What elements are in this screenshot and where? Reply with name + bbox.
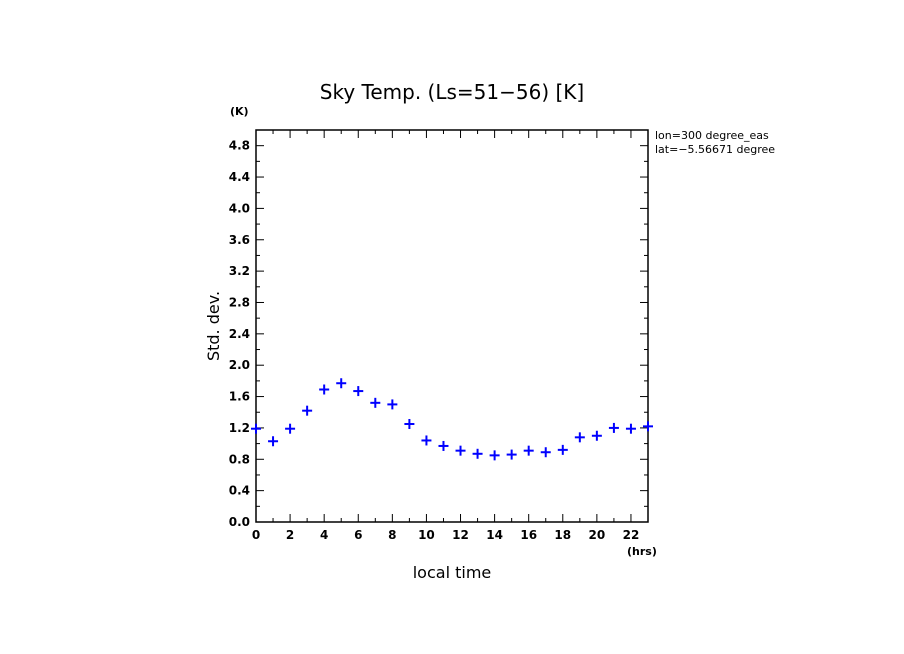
- x-tick-label: 20: [589, 528, 606, 542]
- data-point: [574, 432, 585, 443]
- data-point: [370, 397, 381, 408]
- data-point: [387, 399, 398, 410]
- data-point: [625, 423, 636, 434]
- y-tick-label: 0.0: [229, 515, 250, 529]
- y-tick-label: 1.6: [229, 390, 250, 404]
- data-point: [591, 430, 602, 441]
- data-point: [285, 423, 296, 434]
- y-tick-label: 1.2: [229, 421, 250, 435]
- data-point: [643, 421, 653, 432]
- x-axis: 0 2 4 6 8 10 12 14 16 18 20 22: [252, 130, 649, 542]
- annotation-lat: lat=−5.56671 degree: [655, 143, 775, 156]
- x-tick-label: 4: [320, 528, 328, 542]
- y-tick-label: 4.4: [229, 170, 250, 184]
- data-point: [251, 423, 261, 434]
- y-tick-label: 0.8: [229, 452, 250, 466]
- data-point: [353, 386, 364, 397]
- data-point: [302, 405, 313, 416]
- y-axis-label: Std. dev.: [204, 291, 223, 361]
- x-tick-label: 2: [286, 528, 294, 542]
- y-tick-label: 4.8: [229, 139, 250, 153]
- y-tick-label: 2.8: [229, 295, 250, 309]
- data-point: [489, 450, 500, 461]
- y-tick-label: 2.4: [229, 327, 250, 341]
- data-point: [455, 445, 466, 456]
- data-point: [438, 440, 449, 451]
- annotation-lon: lon=300 degree_eas: [655, 129, 769, 142]
- y-tick-label: 3.2: [229, 264, 250, 278]
- plot-area: [255, 129, 649, 523]
- x-tick-label: 16: [520, 528, 537, 542]
- data-point: [404, 419, 415, 429]
- x-tick-label: 22: [623, 528, 640, 542]
- x-tick-label: 0: [252, 528, 260, 542]
- x-axis-label: local time: [413, 563, 492, 582]
- data-point: [506, 449, 517, 460]
- x-tick-label: 6: [354, 528, 362, 542]
- data-point: [557, 444, 568, 455]
- x-tick-label: 18: [554, 528, 571, 542]
- data-point: [421, 435, 432, 446]
- data-point: [472, 448, 483, 459]
- data-point: [523, 445, 534, 456]
- y-axis: 0.0 0.4 0.8 1.2 1.6 2.0 2.4 2.8 3.2 3.6 4.0 4.4 4.8: [229, 139, 648, 529]
- y-tick-label: 3.6: [229, 233, 250, 247]
- y-tick-label: 0.4: [229, 484, 250, 498]
- data-point: [336, 378, 347, 389]
- data-point: [319, 384, 330, 395]
- plot-frame: [255, 129, 649, 523]
- x-unit-label: (hrs): [627, 545, 657, 558]
- data-point: [268, 436, 279, 447]
- y-unit-label: (K): [230, 105, 249, 118]
- chart-title: Sky Temp. (Ls=51−56) [K]: [320, 80, 584, 104]
- x-tick-label: 10: [418, 528, 435, 542]
- data-point: [608, 422, 619, 433]
- x-tick-label: 8: [388, 528, 396, 542]
- data-point: [540, 447, 551, 458]
- x-tick-label: 12: [452, 528, 469, 542]
- y-tick-label: 2.0: [229, 358, 250, 372]
- data-series: [251, 378, 653, 461]
- y-tick-label: 4.0: [229, 201, 250, 215]
- x-tick-label: 14: [486, 528, 503, 542]
